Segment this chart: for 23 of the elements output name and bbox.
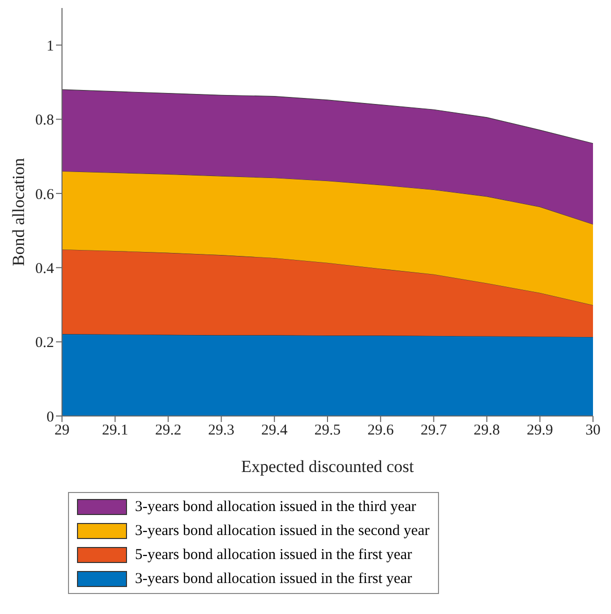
x-axis-title: Expected discounted cost: [241, 457, 414, 476]
x-tick-label: 29.1: [102, 422, 128, 439]
x-tick-label: 29.2: [155, 422, 182, 439]
x-tick-label: 29.5: [314, 422, 341, 439]
y-tick-label: 0.8: [35, 112, 54, 129]
legend-label: 3-years bond allocation issued in the third year: [135, 498, 416, 516]
x-tick-label: 29.8: [474, 422, 500, 439]
y-tick-label: 0.6: [35, 186, 54, 203]
legend-label: 5-years bond allocation issued in the first year: [135, 546, 412, 564]
x-tick-label: 29: [54, 422, 70, 439]
y-tick-label: 0: [46, 409, 54, 426]
y-tick-label: 0.4: [35, 260, 54, 277]
y-axis-title: Bond allocation: [9, 157, 28, 266]
legend-label: 3-years bond allocation issued in the second year: [135, 522, 430, 540]
y-tick-label: 1: [46, 38, 54, 54]
x-tick-label: 30: [586, 422, 600, 439]
x-tick-label: 29.7: [420, 422, 448, 439]
x-tick-label: 29.9: [526, 422, 554, 439]
x-tick-label: 29.4: [261, 422, 288, 439]
legend-label: 3-years bond allocation issued in the first year: [135, 570, 412, 588]
x-tick-label: 29.3: [208, 422, 234, 439]
x-tick-label: 29.6: [367, 422, 394, 439]
y-tick-label: 0.2: [35, 335, 54, 352]
